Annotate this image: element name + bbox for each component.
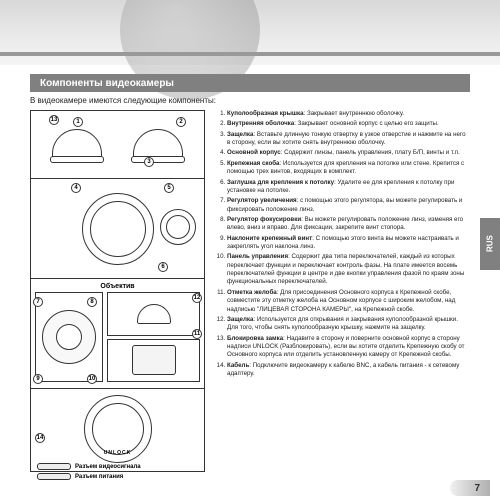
component-item: Регулятор фокусировки: Вы можете регулир… bbox=[227, 216, 470, 233]
callout-8: 8 bbox=[87, 297, 97, 307]
page-number: 7 bbox=[474, 483, 480, 494]
component-item: Основной корпус: Содержит линзы, панель … bbox=[227, 149, 470, 157]
component-desc: : Закрывает внутреннюю оболочку. bbox=[304, 110, 404, 117]
small-dome-icon bbox=[137, 304, 171, 324]
component-term: Заглушка для крепления к потолку bbox=[227, 179, 334, 186]
component-term: Крепежная скоба bbox=[227, 160, 280, 167]
inner-shell-icon bbox=[133, 129, 183, 161]
section-title-bar: Компоненты видеокамеры bbox=[30, 74, 470, 92]
diagram-base: 4 5 6 bbox=[31, 179, 204, 279]
diagram-column: 1 2 3 4 5 6 Объектив bbox=[30, 110, 205, 472]
video-cable-row: Разъем видеосигнала bbox=[37, 463, 198, 470]
component-term: Панель управления bbox=[227, 253, 288, 260]
component-item: Внутренняя оболочка: Закрывает основной … bbox=[227, 120, 470, 128]
component-term: Внутренняя оболочка bbox=[227, 120, 294, 127]
callout-3: 3 bbox=[144, 157, 154, 167]
component-desc: : Содержит линзы, панель управления, пла… bbox=[281, 149, 460, 156]
component-desc: : Вставьте длинную тонкую отвертку в узк… bbox=[227, 131, 466, 146]
component-term: Блокировка замка bbox=[227, 335, 283, 342]
callout-12: 12 bbox=[192, 293, 202, 303]
component-term: Куполообразная крышка bbox=[227, 110, 304, 117]
unlock-inner-icon bbox=[92, 403, 144, 455]
callout-13: 13 bbox=[49, 115, 59, 125]
callout-2: 2 bbox=[176, 117, 186, 127]
unlock-ring-icon: UNLOCK bbox=[84, 395, 152, 463]
component-term: Регулятор увеличения bbox=[227, 197, 297, 204]
component-item: Крепежная скоба: Используется для крепле… bbox=[227, 160, 470, 177]
component-desc: : Используется для открывания и закрыван… bbox=[227, 316, 458, 331]
video-connector-icon bbox=[37, 463, 71, 470]
component-term: Регулятор фокусировки bbox=[227, 216, 301, 223]
component-term: Защелка bbox=[227, 131, 253, 138]
callout-11: 11 bbox=[192, 329, 202, 339]
callout-9: 9 bbox=[33, 374, 43, 384]
component-term: Защелка bbox=[227, 316, 253, 323]
video-cable-label: Разъем видеосигнала bbox=[75, 464, 141, 470]
component-item: Наклоните крепежный винт: С помощью этог… bbox=[227, 235, 470, 252]
component-item: Блокировка замка: Надавите в сторону и п… bbox=[227, 335, 470, 360]
section-title: Компоненты видеокамеры bbox=[40, 78, 174, 89]
component-desc: : Подключите видеокамеру к кабелю BNC, а… bbox=[227, 362, 459, 377]
component-item: Панель управления: Содержит два типа пер… bbox=[227, 253, 470, 286]
power-connector-icon bbox=[37, 473, 71, 480]
language-label: RUS bbox=[486, 236, 495, 253]
component-list: Куполообразная крышка: Закрывает внутрен… bbox=[213, 110, 470, 472]
pcb-box bbox=[107, 339, 200, 383]
callout-1: 1 bbox=[73, 117, 83, 127]
callout-7: 7 bbox=[33, 297, 43, 307]
component-item: Защелка: Используется для открывания и з… bbox=[227, 316, 470, 333]
main-body-ring-icon bbox=[82, 193, 154, 265]
header-divider bbox=[0, 52, 500, 56]
component-item: Заглушка для крепления к потолку: Удалит… bbox=[227, 179, 470, 196]
diagram-bottom-section: UNLOCK 13 Разъем видеосигнала Разъем пит… bbox=[31, 389, 204, 486]
pcb-icon bbox=[132, 345, 176, 375]
power-cable-label: Разъем питания bbox=[75, 474, 123, 480]
power-cable-row: Разъем питания bbox=[37, 473, 198, 480]
intro-text: В видеокамере имеются следующие компонен… bbox=[30, 96, 216, 105]
language-tab: RUS bbox=[480, 218, 500, 270]
callout-14: 14 bbox=[35, 433, 45, 443]
component-item: Защелка: Вставьте длинную тонкую отвертк… bbox=[227, 131, 470, 148]
dome-mini-box bbox=[107, 292, 200, 336]
callout-6: 6 bbox=[158, 262, 168, 272]
component-term: Кабель bbox=[227, 362, 249, 369]
component-desc: : Закрывает основной корпус с целью его … bbox=[294, 120, 438, 127]
ring-inner-icon bbox=[90, 201, 146, 257]
component-term: Отметка желоба bbox=[227, 289, 277, 296]
lens-label: Объектив bbox=[35, 283, 200, 290]
callout-10: 10 bbox=[87, 374, 97, 384]
bracket-ring-icon bbox=[160, 209, 196, 245]
page-number-badge: 7 bbox=[450, 480, 490, 496]
dome-cover-icon bbox=[52, 129, 102, 161]
component-item: Регулятор увеличения: с помощью этого ре… bbox=[227, 197, 470, 214]
callout-5: 5 bbox=[164, 183, 174, 193]
content-area: 1 2 3 4 5 6 Объектив bbox=[30, 110, 470, 472]
lens-inner-icon bbox=[56, 324, 82, 350]
lens-circle-icon bbox=[42, 310, 96, 364]
component-term: Наклоните крепежный винт bbox=[227, 235, 312, 242]
component-item: Куполообразная крышка: Закрывает внутрен… bbox=[227, 110, 470, 118]
callout-4: 4 bbox=[71, 183, 81, 193]
component-item: Кабель: Подключите видеокамеру к кабелю … bbox=[227, 362, 470, 379]
component-item: Отметка желоба: Для присоединения Основн… bbox=[227, 289, 470, 314]
unlock-text: UNLOCK bbox=[104, 450, 131, 456]
component-term: Основной корпус bbox=[227, 149, 281, 156]
diagram-lens-section: Объектив 7 8 9 10 bbox=[31, 279, 204, 389]
